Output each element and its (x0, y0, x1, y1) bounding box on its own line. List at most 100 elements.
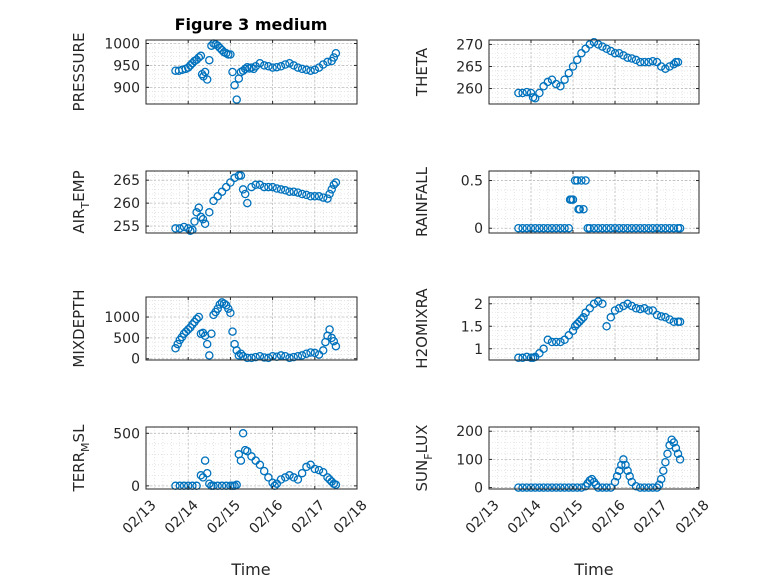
data-point (310, 65, 320, 75)
data-point (564, 483, 574, 492)
data-point (661, 457, 670, 467)
data-point (289, 473, 298, 482)
axes-box (488, 426, 700, 490)
data-point (652, 57, 662, 67)
data-point (606, 313, 616, 322)
data-point (329, 336, 339, 346)
data-point (243, 353, 252, 363)
data-point (560, 483, 569, 492)
data-point (276, 62, 286, 71)
y-tick-label: 270 (456, 37, 483, 53)
data-point (614, 466, 624, 475)
data-point (325, 189, 334, 199)
data-point (188, 320, 197, 329)
data-point (293, 188, 303, 197)
data-point (285, 353, 294, 363)
data-point (675, 223, 685, 233)
data-point (619, 301, 628, 311)
data-point (593, 297, 603, 306)
data-point (635, 223, 645, 233)
data-point (656, 312, 666, 321)
data-point (293, 475, 303, 484)
data-point (602, 322, 611, 331)
plot-area (489, 171, 699, 233)
data-point (610, 306, 620, 315)
data-point (183, 325, 193, 334)
data-point (285, 187, 294, 196)
data-point (669, 60, 679, 69)
data-point (577, 176, 586, 185)
data-point (522, 483, 532, 492)
x-tick-label: 02/15 (547, 497, 587, 537)
x-tick-label: 02/18 (331, 497, 371, 537)
data-point (627, 54, 637, 63)
data-point (593, 483, 603, 492)
data-point (221, 182, 231, 192)
data-point (518, 483, 527, 492)
data-point (617, 460, 626, 470)
data-point (251, 180, 260, 190)
data-point (205, 479, 214, 488)
data-point (619, 51, 628, 60)
data-point (207, 329, 216, 338)
data-point (614, 304, 624, 313)
data-point (572, 319, 582, 329)
data-point (644, 483, 653, 492)
y-tick-label: 0 (131, 479, 140, 495)
data-point (598, 42, 607, 51)
data-point (192, 314, 201, 324)
data-point (255, 58, 265, 68)
y-axis-label: SUNFLUX (413, 425, 435, 492)
x-axis-label-left: Time (230, 560, 270, 579)
x-tick-label: 02/13 (120, 497, 160, 537)
data-point (302, 349, 311, 358)
data-point (259, 353, 269, 362)
data-point (610, 477, 620, 487)
y-tick-label: 1000 (104, 37, 140, 53)
data-point (635, 304, 645, 314)
data-point (602, 223, 611, 233)
plot-area (146, 171, 357, 233)
data-point (171, 344, 180, 353)
data-point (289, 61, 298, 70)
data-point (556, 337, 565, 347)
data-point (673, 449, 683, 459)
data-point (314, 192, 324, 201)
data-point (621, 460, 630, 470)
data-point (217, 298, 227, 307)
data-point (228, 327, 237, 336)
data-point (264, 182, 273, 192)
data-point (675, 455, 685, 464)
data-point (585, 304, 595, 313)
axes-box (145, 39, 358, 105)
data-point (619, 223, 628, 233)
data-point (564, 331, 574, 340)
data-point (551, 223, 561, 233)
y-tick-label: 100 (456, 452, 483, 468)
data-point (640, 483, 649, 492)
data-point (589, 37, 599, 47)
data-point (673, 57, 683, 67)
data-point (200, 219, 210, 229)
x-tick-label: 02/15 (204, 497, 244, 537)
data-point (213, 41, 222, 50)
data-point (306, 66, 315, 75)
data-point (522, 223, 532, 233)
data-point (551, 483, 561, 492)
data-point (631, 481, 641, 491)
data-point (539, 483, 548, 492)
data-point (648, 306, 658, 315)
data-point (547, 483, 557, 492)
data-point (612, 472, 622, 481)
y-tick-label: 1 (474, 342, 483, 358)
data-point (236, 349, 246, 358)
data-point (623, 299, 632, 309)
data-point (329, 53, 339, 62)
y-axis-label: RAINFALL (413, 166, 431, 237)
data-point (518, 88, 527, 98)
data-point (598, 223, 607, 233)
data-point (306, 192, 315, 201)
data-point (671, 443, 681, 453)
data-point (585, 476, 595, 485)
data-point (631, 55, 641, 65)
